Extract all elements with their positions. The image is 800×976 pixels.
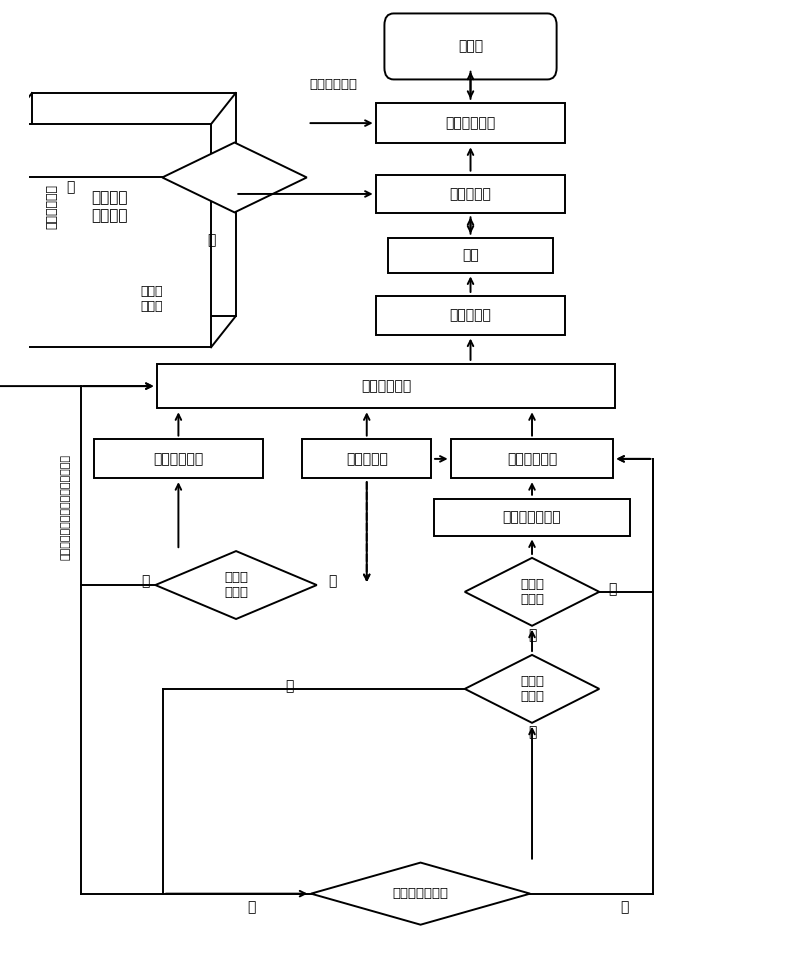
Bar <box>32 93 236 316</box>
Polygon shape <box>162 142 306 213</box>
Bar <box>7 124 211 347</box>
Text: 当前延
时结束: 当前延 时结束 <box>224 571 248 599</box>
Text: 延时电路模块: 延时电路模块 <box>154 452 203 466</box>
Bar <box>434 499 630 536</box>
Bar <box>376 175 565 214</box>
Bar <box>451 439 613 478</box>
Text: 动态工作模式: 动态工作模式 <box>45 184 58 229</box>
Text: 操作者: 操作者 <box>458 39 483 54</box>
Bar <box>376 102 565 143</box>
Text: 包含有用
目标信息: 包含有用 目标信息 <box>91 190 127 223</box>
Text: 光缆: 光缆 <box>462 248 479 263</box>
Text: 是: 是 <box>207 233 216 248</box>
Polygon shape <box>311 863 530 924</box>
Text: 否: 否 <box>286 679 294 693</box>
Text: 是: 是 <box>247 900 256 915</box>
FancyBboxPatch shape <box>385 14 557 79</box>
Text: 是: 是 <box>328 574 336 589</box>
Bar <box>376 296 565 335</box>
Text: 光电转换器: 光电转换器 <box>450 187 491 201</box>
Text: 静态工
作模式: 静态工 作模式 <box>140 285 162 312</box>
Bar <box>158 364 614 408</box>
Text: 否: 否 <box>609 582 617 596</box>
Text: 中控电路模块: 中控电路模块 <box>361 379 411 393</box>
Bar <box>302 439 431 478</box>
Text: 电子快门模块: 电子快门模块 <box>507 452 557 466</box>
Text: 选通成像探测器: 选通成像探测器 <box>502 510 562 524</box>
Text: 光电转换器: 光电转换器 <box>450 308 491 322</box>
Text: 水上控制终端: 水上控制终端 <box>446 116 496 130</box>
Bar <box>388 237 553 272</box>
Text: 否: 否 <box>620 900 629 915</box>
Text: 探测器旋转一定角度后重新开始搜索: 探测器旋转一定角度后重新开始搜索 <box>61 455 70 560</box>
Bar <box>94 439 263 478</box>
Text: 延时？延时上限: 延时？延时上限 <box>393 887 449 900</box>
Text: 动态工
作模式: 动态工 作模式 <box>520 674 544 703</box>
Text: 电子快
门关闭: 电子快 门关闭 <box>520 578 544 606</box>
Text: 否: 否 <box>66 181 75 194</box>
Text: 否: 否 <box>141 574 150 589</box>
Text: 脉冲照明器: 脉冲照明器 <box>346 452 388 466</box>
Polygon shape <box>465 558 599 626</box>
Polygon shape <box>465 655 599 723</box>
Polygon shape <box>155 551 317 619</box>
Text: 是: 是 <box>528 629 536 642</box>
Text: 控制程序界面: 控制程序界面 <box>309 78 357 91</box>
Text: 是: 是 <box>528 725 536 740</box>
